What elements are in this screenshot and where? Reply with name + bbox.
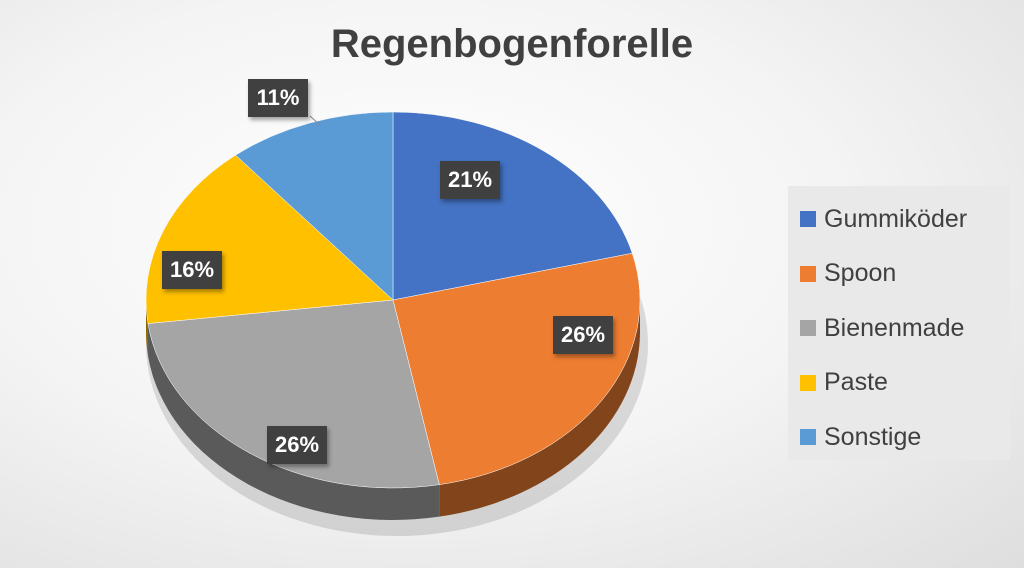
- data-label: 11%: [248, 79, 308, 117]
- pie-slice-1[interactable]: [392, 252, 641, 485]
- pie-slice-0[interactable]: [392, 111, 633, 301]
- data-label: 21%: [440, 161, 500, 199]
- legend: Gummiköder Spoon Bienenmade Paste Sonstige: [788, 186, 1010, 460]
- pie-side-2: [147, 323, 440, 520]
- legend-item: Gummiköder: [788, 192, 1010, 247]
- legend-swatch: [800, 429, 816, 446]
- data-label: 16%: [162, 251, 222, 289]
- legend-label: Spoon: [824, 259, 897, 288]
- legend-swatch: [800, 320, 816, 337]
- legend-label: Sonstige: [824, 422, 922, 451]
- legend-swatch: [800, 211, 816, 228]
- pie-slice-4[interactable]: [235, 111, 394, 301]
- legend-item: Paste: [788, 356, 1010, 411]
- legend-swatch: [800, 374, 816, 391]
- chart-title: Regenbogenforelle: [330, 22, 694, 66]
- data-label: 26%: [553, 316, 613, 354]
- legend-item: Spoon: [788, 247, 1010, 302]
- legend-swatch: [800, 265, 816, 282]
- pie-side-1: [439, 300, 640, 517]
- legend-label: Bienenmade: [824, 313, 965, 342]
- legend-item: Sonstige: [788, 410, 1010, 465]
- legend-label: Paste: [824, 368, 888, 397]
- data-label: 26%: [267, 426, 327, 464]
- legend-label: Gummiköder: [824, 204, 968, 233]
- pie-slice-2[interactable]: [147, 299, 440, 489]
- leader-line: [309, 115, 321, 126]
- legend-item: Bienenmade: [788, 301, 1010, 356]
